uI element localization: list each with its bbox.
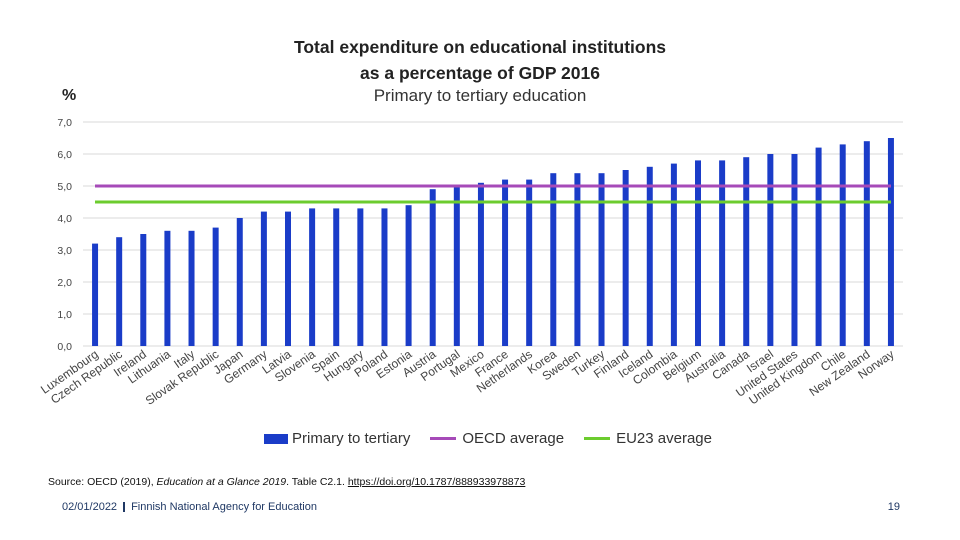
bar bbox=[140, 234, 147, 346]
legend-item-eu23: EU23 average bbox=[584, 430, 712, 447]
bar bbox=[670, 163, 677, 346]
bar bbox=[260, 211, 267, 346]
bar bbox=[357, 208, 364, 346]
source-note: Source: OECD (2019), Education at a Glan… bbox=[48, 476, 525, 488]
bar bbox=[285, 211, 291, 346]
source-publication: Education at a Glance 2019 bbox=[156, 476, 287, 488]
source-prefix: Source: OECD (2019), bbox=[48, 476, 157, 488]
y-tick-label: 2,0 bbox=[57, 277, 72, 289]
bar bbox=[526, 179, 533, 346]
bar bbox=[839, 144, 846, 346]
source-suffix: . Table C2.1. bbox=[286, 476, 348, 488]
page-number: 19 bbox=[887, 501, 900, 513]
bar bbox=[791, 154, 798, 346]
y-tick-label: 7,0 bbox=[57, 117, 72, 129]
bar bbox=[646, 166, 653, 346]
bar bbox=[188, 230, 195, 346]
chart-subtitle: Primary to tertiary education bbox=[373, 86, 587, 105]
bar bbox=[92, 243, 99, 346]
legend-swatch-eu23 bbox=[584, 437, 611, 440]
legend-label-primary: Primary to tertiary bbox=[292, 430, 411, 447]
chart-legend: Primary to tertiary OECD average EU23 av… bbox=[264, 430, 732, 447]
bar bbox=[212, 227, 219, 346]
y-tick-label: 0,0 bbox=[57, 341, 72, 353]
bar-chart: 0,01,02,03,04,05,06,07,0LuxembourgCzech … bbox=[38, 117, 903, 408]
footer-date: 02/01/2022 bbox=[62, 501, 118, 513]
bar bbox=[236, 218, 243, 346]
source-link[interactable]: https://doi.org/10.1787/888933978873 bbox=[347, 476, 526, 488]
chart-title-line2: as a percentage of GDP 2016 bbox=[360, 63, 600, 83]
legend-item-oecd: OECD average bbox=[430, 430, 564, 447]
bar bbox=[767, 154, 774, 346]
y-tick-label: 6,0 bbox=[57, 149, 72, 161]
bar bbox=[309, 208, 316, 346]
legend-item-bars: Primary to tertiary bbox=[264, 430, 410, 447]
bar bbox=[164, 230, 171, 346]
bar bbox=[502, 179, 509, 346]
bar bbox=[116, 237, 123, 346]
footer-org: Finnish National Agency for Education bbox=[131, 501, 317, 513]
bar bbox=[429, 189, 436, 346]
legend-swatch-bar bbox=[264, 433, 288, 444]
bar bbox=[887, 138, 894, 346]
bar bbox=[815, 147, 822, 346]
chart-title-line1: Total expenditure on educational institu… bbox=[293, 37, 667, 57]
bar bbox=[743, 157, 750, 346]
y-tick-label: 5,0 bbox=[57, 181, 72, 193]
bar bbox=[477, 182, 484, 346]
y-tick-label: 4,0 bbox=[57, 213, 72, 225]
bar bbox=[622, 170, 629, 346]
legend-swatch-oecd bbox=[430, 437, 457, 440]
y-tick-label: 3,0 bbox=[57, 245, 72, 257]
footer: 02/01/2022 Finnish National Agency for E… bbox=[62, 501, 317, 513]
bar bbox=[453, 186, 460, 346]
bar bbox=[381, 208, 388, 346]
bar bbox=[598, 173, 605, 346]
bar bbox=[333, 208, 340, 346]
y-tick-label: 1,0 bbox=[57, 309, 72, 321]
bar bbox=[405, 205, 412, 346]
legend-label-oecd: OECD average bbox=[462, 430, 565, 447]
unit-label: % bbox=[62, 87, 77, 104]
footer-separator bbox=[123, 502, 126, 512]
bar bbox=[574, 173, 581, 346]
bar bbox=[719, 160, 726, 346]
bar bbox=[695, 160, 701, 346]
bar bbox=[863, 141, 870, 346]
bar bbox=[550, 173, 557, 346]
legend-label-eu23: EU23 average bbox=[616, 430, 712, 447]
